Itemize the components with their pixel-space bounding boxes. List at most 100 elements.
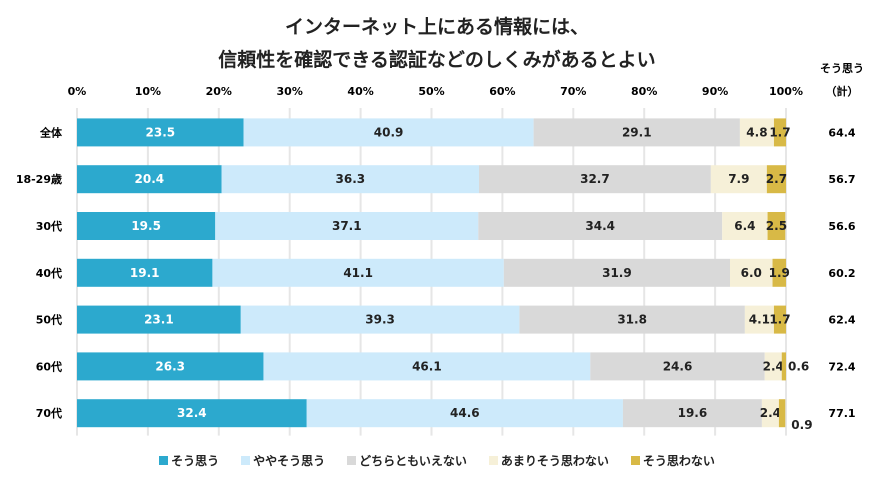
total-header: そう思う — [820, 62, 864, 75]
x-tick-label: 80% — [631, 85, 657, 98]
legend-label: そう思う — [171, 454, 220, 468]
x-tick-label: 50% — [418, 85, 444, 98]
chart-title-line-2: 信頼性を確認できる認証などのしくみがあるとよい — [218, 49, 656, 71]
bar-segment — [77, 165, 222, 194]
bar-segment — [519, 305, 745, 334]
legend-swatch — [159, 456, 169, 465]
data-label: 19.6 — [678, 406, 708, 420]
bar-segment — [729, 258, 773, 287]
total-value: 64.4 — [828, 126, 855, 139]
bar-segment — [478, 212, 723, 240]
data-label: 4.1 — [749, 313, 770, 327]
category-label: 70代 — [36, 406, 62, 420]
legend: そう思う ややそう思う どちらともいえない あまりそう思わない そう思わない — [0, 452, 874, 469]
x-tick-label: 90% — [702, 85, 728, 98]
data-label: 44.6 — [450, 406, 480, 420]
x-tick-label: 10% — [135, 85, 161, 98]
data-label: 19.5 — [131, 219, 161, 233]
bar-segment — [77, 305, 241, 334]
data-label: 34.4 — [585, 219, 615, 233]
data-label: 0.9 — [791, 418, 812, 432]
data-label: 31.9 — [602, 266, 632, 280]
legend-item: どちらともいえない — [347, 452, 467, 469]
legend-swatch — [241, 456, 251, 465]
bar-segment — [77, 399, 307, 428]
bar-segment — [77, 352, 264, 381]
bar-segment — [767, 212, 786, 240]
bar-segment — [710, 165, 767, 194]
total-value: 62.4 — [828, 314, 855, 327]
x-tick-label: 70% — [560, 85, 586, 98]
total-value: 56.6 — [828, 220, 855, 233]
data-label: 20.4 — [135, 172, 165, 186]
data-label: 2.4 — [763, 359, 784, 373]
x-tick-label: 100% — [769, 85, 803, 98]
data-label: 39.3 — [365, 313, 395, 327]
x-tick-label: 30% — [277, 85, 303, 98]
stacked-bar-chart: 0% 10% 20% 30% 40% 50% 60% 70% 80% 90% 100% そう思う （計）… — [16, 62, 864, 436]
total-value: 60.2 — [828, 267, 855, 280]
data-label: 32.4 — [177, 406, 207, 420]
bar-segment — [503, 258, 730, 287]
data-label: 46.1 — [412, 359, 442, 373]
data-label: 1.7 — [769, 313, 790, 327]
data-label: 37.1 — [332, 219, 362, 233]
data-label: 6.4 — [734, 219, 755, 233]
legend-label: そう思わない — [642, 454, 715, 468]
bar-segment — [781, 352, 786, 381]
bar-segment — [772, 258, 786, 287]
bar-segment — [77, 212, 216, 240]
data-label: 31.8 — [617, 313, 647, 327]
data-label: 26.3 — [155, 359, 185, 373]
bar-segment — [221, 165, 480, 194]
legend-label: あまりそう思わない — [500, 454, 609, 468]
data-label: 40.9 — [374, 125, 404, 139]
bar-segment — [240, 305, 520, 334]
legend-item: そう思う — [159, 452, 219, 469]
legend-swatch — [488, 456, 498, 465]
x-tick-label: 60% — [489, 85, 515, 98]
category-label: 50代 — [36, 313, 62, 327]
data-label: 7.9 — [728, 172, 749, 186]
data-label: 23.1 — [144, 313, 174, 327]
category-label: 18-29歳 — [16, 172, 62, 186]
bar-segment — [215, 212, 479, 240]
chart-title-line-1: インターネット上にある情報には、 — [284, 16, 589, 38]
bar-segment — [622, 399, 762, 428]
x-tick-label: 0% — [68, 85, 87, 98]
bar-segment — [761, 399, 779, 428]
bar-segment — [479, 165, 711, 194]
bar-segment — [77, 118, 244, 147]
bar-segment — [77, 258, 213, 287]
data-label: 2.4 — [760, 406, 781, 420]
bar-segment — [590, 352, 765, 381]
bar-segment — [744, 305, 774, 334]
data-label: 29.1 — [622, 125, 652, 139]
category-label: 全体 — [39, 125, 63, 139]
legend-item: そう思わない — [630, 452, 715, 469]
bar-segment — [243, 118, 534, 147]
legend-label: ややそう思う — [253, 454, 326, 468]
data-label: 24.6 — [663, 359, 693, 373]
total-header-sub: （計） — [826, 84, 859, 98]
bar-segment — [212, 258, 504, 287]
legend-label: どちらともいえない — [359, 454, 467, 468]
data-label: 19.1 — [130, 266, 160, 280]
total-value: 77.1 — [828, 407, 855, 420]
data-label: 2.7 — [766, 172, 787, 186]
total-value: 56.7 — [828, 173, 855, 186]
legend-item: あまりそう思わない — [488, 452, 609, 469]
bar-segment — [306, 399, 623, 428]
bar-segment — [739, 118, 774, 147]
bar-segment — [778, 399, 786, 428]
category-label: 40代 — [36, 266, 62, 280]
data-label: 41.1 — [343, 266, 373, 280]
category-label: 30代 — [36, 219, 62, 233]
data-label: 6.0 — [741, 266, 762, 280]
data-label: 32.7 — [580, 172, 610, 186]
bar-segment — [263, 352, 591, 381]
legend-item: ややそう思う — [241, 452, 325, 469]
data-label: 1.7 — [769, 125, 790, 139]
bar-segment — [722, 212, 768, 240]
legend-swatch — [630, 456, 640, 465]
